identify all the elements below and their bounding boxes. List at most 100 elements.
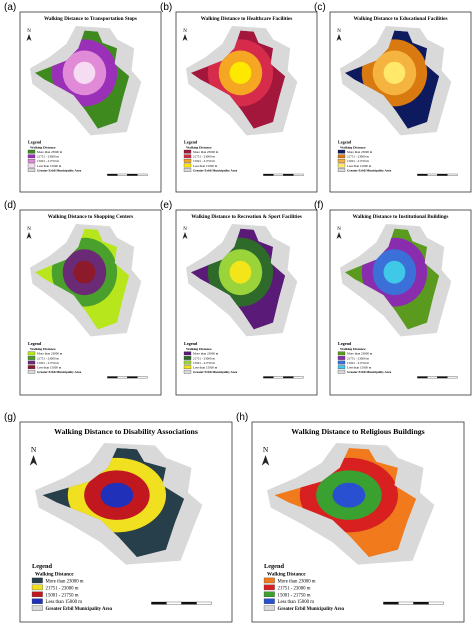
legend-swatch bbox=[337, 149, 346, 154]
map-panel: (g) Walking Distance to Disability Associ… bbox=[4, 412, 233, 623]
scale-bar bbox=[127, 173, 138, 176]
legend-label: 15001 - 21750 m bbox=[46, 593, 79, 598]
scale-bar bbox=[273, 173, 284, 176]
legend-swatch bbox=[27, 360, 36, 365]
legend-swatch bbox=[337, 163, 346, 168]
panel-label: (c) bbox=[314, 2, 326, 13]
legend-subtitle: Walking Distance bbox=[186, 347, 212, 351]
legend-label: 21751 - 23000 m bbox=[193, 155, 215, 159]
legend-label: Less than 15000 m bbox=[46, 600, 83, 605]
legend-swatch bbox=[27, 168, 36, 172]
panel-title: Walking Distance to Religious Buildings bbox=[291, 427, 424, 436]
scale-bar bbox=[447, 376, 458, 379]
legend-label: Less than 15000 m bbox=[347, 365, 372, 369]
legend-label: Less than 15000 m bbox=[37, 365, 62, 369]
legend-label: 21751 - 23000 m bbox=[37, 155, 59, 159]
zone bbox=[383, 61, 406, 85]
legend-label: 21751 - 23000 m bbox=[46, 586, 79, 591]
legend-swatch bbox=[183, 163, 192, 168]
legend-label: 21751 - 23000 m bbox=[278, 586, 311, 591]
legend-swatch bbox=[183, 365, 192, 370]
legend-label: Less than 15000 m bbox=[193, 164, 218, 168]
legend-label: More than 23000 m bbox=[46, 579, 84, 584]
legend-swatch bbox=[337, 365, 346, 370]
scale-bar bbox=[398, 601, 414, 605]
legend-title: Legend bbox=[264, 563, 284, 570]
panel-title: Walking Distance to Institutional Buildi… bbox=[353, 214, 449, 220]
legend-label: More than 23000 m bbox=[37, 150, 63, 154]
map-panel: (f) Walking Distance to Institutional Bui… bbox=[314, 200, 472, 396]
panel-title: Walking Distance to Healthcare Facilitie… bbox=[201, 16, 293, 22]
north-arrow bbox=[182, 34, 188, 41]
legend-label: 15001 - 21750 m bbox=[193, 159, 215, 163]
north-label: N bbox=[27, 227, 31, 232]
legend-label: 15001 - 21750 m bbox=[37, 159, 59, 163]
legend-label: Greater Erbil Municipality Area bbox=[193, 168, 238, 172]
legend-subtitle: Walking Distance bbox=[30, 347, 56, 351]
north-arrow bbox=[261, 455, 270, 466]
scale-bar bbox=[283, 376, 294, 379]
legend-swatch bbox=[183, 149, 192, 154]
legend-swatch bbox=[263, 577, 275, 584]
legend-label: Less than 15000 m bbox=[193, 365, 218, 369]
panel-label: (e) bbox=[160, 200, 172, 211]
legend-swatch bbox=[183, 369, 192, 374]
legend-label: More than 23000 m bbox=[347, 150, 373, 154]
scale-bar bbox=[293, 376, 304, 379]
legend-label: 15001 - 21750 m bbox=[278, 593, 311, 598]
legend-swatch bbox=[263, 598, 275, 604]
legend-label: Greater Erbil Municipality Area bbox=[37, 168, 82, 172]
legend-label: Greater Erbil Municipality Area bbox=[347, 168, 392, 172]
north-label: N bbox=[31, 445, 37, 454]
scale-bar bbox=[383, 601, 399, 605]
north-label: N bbox=[183, 29, 187, 34]
legend-subtitle: Walking Distance bbox=[340, 347, 366, 351]
legend-swatch bbox=[337, 159, 346, 163]
scale-bar bbox=[263, 173, 274, 176]
north-arrow bbox=[29, 455, 38, 466]
map-panel: (b) Walking Distance to Healthcare Facili… bbox=[160, 2, 318, 193]
map-panel: (h) Walking Distance to Religious Buildin… bbox=[236, 412, 465, 623]
scale-bar bbox=[428, 601, 444, 605]
legend-swatch bbox=[31, 598, 43, 604]
legend-swatch bbox=[183, 351, 192, 356]
scale-bar bbox=[137, 173, 148, 176]
legend-swatch bbox=[31, 605, 43, 611]
legend-swatch bbox=[263, 584, 275, 591]
legend-label: Less than 15000 m bbox=[347, 164, 372, 168]
legend-swatch bbox=[337, 168, 346, 172]
legend-swatch bbox=[263, 591, 275, 598]
legend-label: 15001 - 21750 m bbox=[347, 159, 369, 163]
north-label: N bbox=[337, 227, 341, 232]
legend-swatch bbox=[27, 356, 36, 360]
legend-label: 21751 - 23000 m bbox=[37, 356, 59, 360]
legend-title: Legend bbox=[184, 341, 198, 346]
map-panel: (a) Walking Distance to Transportation St… bbox=[4, 2, 162, 193]
legend-label: More than 23000 m bbox=[347, 352, 373, 356]
scale-bar bbox=[137, 376, 148, 379]
scale-bar bbox=[447, 173, 458, 176]
legend-swatch bbox=[27, 365, 36, 370]
legend-label: Greater Erbil Municipality Area bbox=[46, 607, 113, 612]
legend-label: More than 23000 m bbox=[193, 150, 219, 154]
scale-bar bbox=[293, 173, 304, 176]
north-arrow bbox=[26, 232, 32, 239]
city-zones bbox=[344, 228, 440, 330]
panel-label: (g) bbox=[4, 412, 16, 423]
legend-swatch bbox=[31, 591, 43, 598]
legend-title: Legend bbox=[338, 341, 352, 346]
legend-title: Legend bbox=[338, 139, 352, 144]
legend-swatch bbox=[263, 605, 275, 611]
scale-bar bbox=[196, 601, 212, 605]
zone bbox=[332, 482, 366, 508]
scale-bar bbox=[107, 173, 118, 176]
legend-title: Legend bbox=[184, 139, 198, 144]
legend-title: Legend bbox=[32, 563, 52, 570]
legend-label: More than 23000 m bbox=[193, 352, 219, 356]
map-panel: (e) Walking Distance to Recreation & Spor… bbox=[160, 200, 318, 396]
scale-bar bbox=[417, 376, 428, 379]
zone bbox=[73, 260, 96, 284]
legend-label: 15001 - 21750 m bbox=[347, 361, 369, 365]
legend-label: 21751 - 23000 m bbox=[347, 155, 369, 159]
